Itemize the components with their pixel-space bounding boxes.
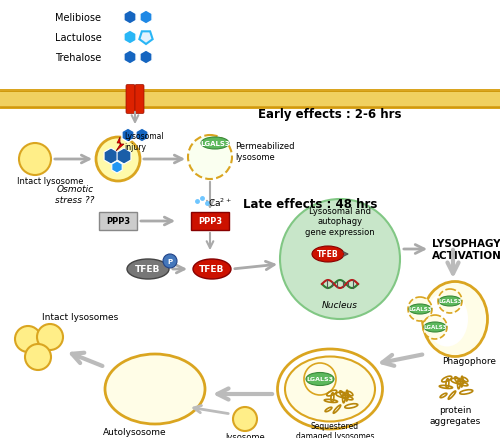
FancyBboxPatch shape <box>0 90 500 110</box>
Text: LGALS3: LGALS3 <box>438 299 462 304</box>
Circle shape <box>96 138 140 182</box>
Circle shape <box>233 407 257 431</box>
Text: Lactulose: Lactulose <box>55 33 102 43</box>
Circle shape <box>163 254 177 268</box>
Text: Sequestered
damaged lysosomes
and protein aggregates
within autophagosome: Sequestered damaged lysosomes and protei… <box>290 421 380 438</box>
Polygon shape <box>122 129 134 143</box>
Circle shape <box>408 297 432 321</box>
Polygon shape <box>116 138 124 152</box>
Polygon shape <box>136 129 148 143</box>
Text: LGALS3: LGALS3 <box>306 377 334 381</box>
Polygon shape <box>124 51 136 65</box>
Text: LGALS3: LGALS3 <box>423 325 447 330</box>
Ellipse shape <box>127 259 169 279</box>
Text: P: P <box>168 258 172 265</box>
Polygon shape <box>140 32 152 45</box>
FancyBboxPatch shape <box>0 93 500 107</box>
Ellipse shape <box>424 322 446 332</box>
Polygon shape <box>124 31 136 45</box>
Text: Phagophore: Phagophore <box>442 357 496 366</box>
Polygon shape <box>104 148 118 165</box>
Text: TFEB: TFEB <box>200 265 224 274</box>
Text: LYSOPHAGY
ACTIVATION: LYSOPHAGY ACTIVATION <box>432 239 500 260</box>
Text: Intact lysosome: Intact lysosome <box>17 177 84 186</box>
Circle shape <box>438 290 462 313</box>
Text: LGALS3: LGALS3 <box>408 307 432 312</box>
Text: Trehalose: Trehalose <box>55 53 102 63</box>
Circle shape <box>15 326 41 352</box>
Circle shape <box>188 136 232 180</box>
Ellipse shape <box>193 259 231 279</box>
Ellipse shape <box>201 138 229 150</box>
FancyBboxPatch shape <box>126 85 135 114</box>
Ellipse shape <box>426 292 468 347</box>
Circle shape <box>423 315 447 339</box>
Text: Osmotic
stress ??: Osmotic stress ?? <box>56 185 94 204</box>
Polygon shape <box>140 11 152 25</box>
Text: Melibiose: Melibiose <box>55 13 101 23</box>
Text: Permeabilized
lysosome: Permeabilized lysosome <box>235 142 294 161</box>
Polygon shape <box>124 11 136 25</box>
Ellipse shape <box>422 282 488 357</box>
Circle shape <box>280 200 400 319</box>
Text: Nucleus: Nucleus <box>322 301 358 310</box>
Text: Early effects : 2-6 hrs: Early effects : 2-6 hrs <box>258 108 402 121</box>
Text: PPP3: PPP3 <box>106 217 130 226</box>
Ellipse shape <box>306 373 334 385</box>
FancyBboxPatch shape <box>191 212 229 230</box>
Ellipse shape <box>312 247 344 262</box>
Circle shape <box>304 363 336 395</box>
Text: Ca$^{2+}$: Ca$^{2+}$ <box>208 196 232 209</box>
Ellipse shape <box>105 354 205 424</box>
Text: Autolysosome: Autolysosome <box>103 427 167 437</box>
Text: LGALS3: LGALS3 <box>200 141 230 147</box>
Text: protein
aggregates: protein aggregates <box>430 406 480 425</box>
Text: Lysosomal
injury: Lysosomal injury <box>124 132 164 152</box>
Polygon shape <box>112 162 122 173</box>
Ellipse shape <box>409 304 431 314</box>
Text: Late effects : 48 hrs: Late effects : 48 hrs <box>243 198 377 211</box>
Text: Lysosomal and
autophagy
gene expression: Lysosomal and autophagy gene expression <box>305 207 375 237</box>
Ellipse shape <box>439 297 461 306</box>
FancyBboxPatch shape <box>99 212 137 230</box>
Text: Intact lysosomes: Intact lysosomes <box>42 313 118 322</box>
Text: lysosome: lysosome <box>225 432 265 438</box>
Text: TFEB: TFEB <box>317 250 339 259</box>
Circle shape <box>37 324 63 350</box>
Polygon shape <box>140 51 152 65</box>
Circle shape <box>19 144 51 176</box>
FancyBboxPatch shape <box>135 85 144 114</box>
Ellipse shape <box>285 357 375 421</box>
Circle shape <box>25 344 51 370</box>
Text: PPP3: PPP3 <box>198 217 222 226</box>
Polygon shape <box>117 148 131 165</box>
Text: TFEB: TFEB <box>136 265 160 274</box>
